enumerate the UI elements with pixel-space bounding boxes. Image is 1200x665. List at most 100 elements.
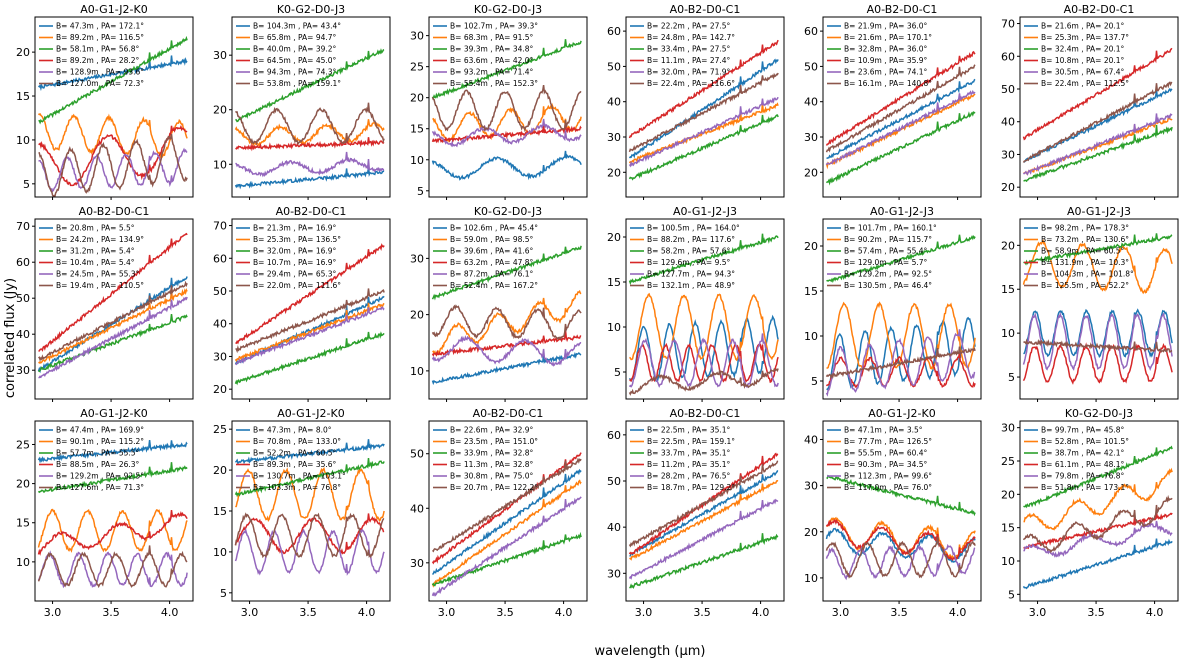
- series-line-5: [431, 335, 582, 367]
- plot-area: [628, 233, 779, 396]
- series-line-4: [825, 50, 976, 146]
- y-tick-label: 5: [1008, 371, 1015, 384]
- y-tick-label: 15: [1001, 283, 1015, 296]
- x-tick-label: 4.0: [358, 606, 376, 619]
- legend-label: B= 11.1m , PA= 27.4°: [647, 56, 731, 65]
- series-line-6: [628, 72, 779, 153]
- legend-label: B= 102.7m , PA= 39.3°: [450, 22, 538, 31]
- series-line-3: [431, 39, 582, 100]
- series-line-3: [38, 35, 188, 125]
- series-line-4: [1023, 511, 1173, 550]
- legend-label: B= 53.8m , PA= 159.1°: [253, 79, 341, 88]
- axes-frame: [34, 218, 194, 400]
- legend-label: B= 52.4m , PA= 167.2°: [450, 281, 538, 290]
- legend-label: B= 63.2m , PA= 47.8°: [450, 258, 534, 267]
- y-tick-label: 60: [607, 25, 621, 38]
- axes-frame: [428, 16, 588, 198]
- legend-label: B= 100.5m , PA= 164.0°: [647, 224, 740, 233]
- series-line-4: [38, 232, 188, 352]
- legend-label: B= 25.3m , PA= 137.7°: [1041, 33, 1129, 42]
- y-tick-label: 60: [1001, 50, 1015, 63]
- series-line-6: [825, 346, 976, 379]
- x-tick-label: 3.0: [832, 606, 850, 619]
- y-tick-label: 15: [1001, 522, 1015, 535]
- series-line-4: [629, 342, 779, 384]
- legend-label: B= 55.5m , PA= 60.4°: [844, 449, 928, 458]
- series-line-6: [1022, 494, 1173, 554]
- axes-frame: [625, 16, 785, 198]
- legend-label: B= 21.3m , PA= 16.9°: [253, 224, 337, 233]
- series-line-6: [234, 512, 385, 559]
- axes-frame: [231, 16, 391, 198]
- series-line-3: [826, 234, 976, 284]
- plot-area: [431, 39, 582, 181]
- axes-frame: [625, 420, 785, 602]
- legend-label: B= 21.6m , PA= 170.1°: [844, 33, 932, 42]
- y-tick-label: 25: [1001, 455, 1015, 468]
- legend-label: B= 52.2m , PA= 60.5°: [253, 449, 337, 458]
- legend-label: B= 33.4m , PA= 27.5°: [647, 45, 731, 54]
- x-tick-label: 4.0: [161, 606, 179, 619]
- legend-label: B= 22.4m , PA= 112.5°: [1041, 79, 1129, 88]
- legend-label: B= 19.4m , PA= 110.5°: [56, 281, 144, 290]
- y-tick-label: 20: [213, 464, 227, 477]
- series-line-1: [431, 150, 582, 181]
- legend-label: B= 24.5m , PA= 55.3°: [56, 270, 140, 279]
- y-tick-label: 20: [607, 231, 621, 244]
- legend-label: B= 90.2m , PA= 115.7°: [844, 235, 932, 244]
- series-line-6: [1023, 338, 1173, 354]
- series-line-6: [38, 133, 188, 197]
- x-axis-label: wavelength (μm): [595, 644, 706, 659]
- series-line-5: [431, 496, 582, 597]
- legend-label: B= 112.3m , PA= 99.6°: [844, 472, 932, 481]
- legend-label: B= 77.7m , PA= 126.5°: [844, 437, 932, 446]
- series-line-5: [38, 296, 188, 379]
- series-line-1: [629, 470, 779, 557]
- legend: B= 47.3m , PA= 172.1° B= 89.2m , PA= 116.…: [39, 22, 144, 88]
- subplot-18: K0-G2-D0-J3 5 10 15 20 25 30 3.0 3.5 4.0 B= 99.7m …: [1001, 407, 1179, 619]
- subplot-title: A0-B2-D0-C1: [1064, 3, 1135, 16]
- legend: B= 99.7m , PA= 45.8° B= 52.8m , PA= 101.5…: [1024, 426, 1129, 492]
- x-tick-label: 3.0: [44, 606, 62, 619]
- series-line-6: [1022, 81, 1173, 163]
- subplot-title: A0-G1-J2-K0: [868, 407, 935, 420]
- legend-label: B= 33.9m , PA= 32.8°: [450, 449, 534, 458]
- y-tick-label: 30: [1001, 148, 1015, 161]
- y-tick-label: 30: [804, 131, 818, 144]
- legend-label: B= 58.9m , PA= 60.5°: [1041, 247, 1125, 256]
- legend-label: B= 57.7m , PA= 55.5°: [56, 449, 140, 458]
- y-tick-label: 30: [213, 49, 227, 62]
- plot-area: [234, 439, 385, 576]
- subplot-title: A0-B2-D0-C1: [670, 407, 741, 420]
- series-line-4: [431, 330, 582, 357]
- subplot-title: K0-G2-D0-J3: [474, 3, 542, 16]
- series-line-6: [628, 367, 779, 396]
- y-tick-label: 20: [410, 92, 424, 105]
- subplot-11: A0-G1-J2-J3 5 10 15 20 B= 101.7m , PA= 160.1°…: [804, 205, 982, 402]
- x-tick-label: 4.0: [949, 606, 967, 619]
- axes-frame: [1019, 16, 1179, 198]
- series-line-3: [1023, 445, 1173, 509]
- series-line-2: [431, 479, 582, 588]
- legend-label: B= 63.6m , PA= 42.0°: [450, 56, 534, 65]
- series-line-4: [825, 519, 976, 562]
- legend-label: B= 33.7m , PA= 35.1°: [647, 449, 731, 458]
- subplot-title: K0-G2-D0-J3: [1065, 407, 1133, 420]
- y-tick-label: 50: [16, 292, 30, 305]
- series-line-3: [628, 233, 779, 286]
- y-tick-label: 20: [1001, 488, 1015, 501]
- y-tick-label: 20: [213, 104, 227, 117]
- y-tick-label: 70: [213, 220, 227, 233]
- subplot-8: A0-B2-D0-C1 20 30 40 50 60 70 B= 21.3m , PA= 16…: [213, 205, 391, 402]
- legend-label: B= 32.0m , PA= 16.9°: [253, 247, 337, 256]
- series-line-3: [37, 462, 188, 494]
- series-line-1: [37, 276, 188, 374]
- legend: B= 22.5m , PA= 35.1° B= 22.5m , PA= 159.1…: [630, 426, 735, 492]
- legend-label: B= 58.1m , PA= 56.8°: [56, 45, 140, 54]
- plot-area: [1022, 233, 1173, 385]
- series-line-4: [38, 124, 188, 187]
- y-tick-label: 10: [16, 134, 30, 147]
- series-line-5: [37, 550, 188, 589]
- series-line-6: [825, 536, 976, 579]
- y-tick-label: 60: [213, 252, 227, 265]
